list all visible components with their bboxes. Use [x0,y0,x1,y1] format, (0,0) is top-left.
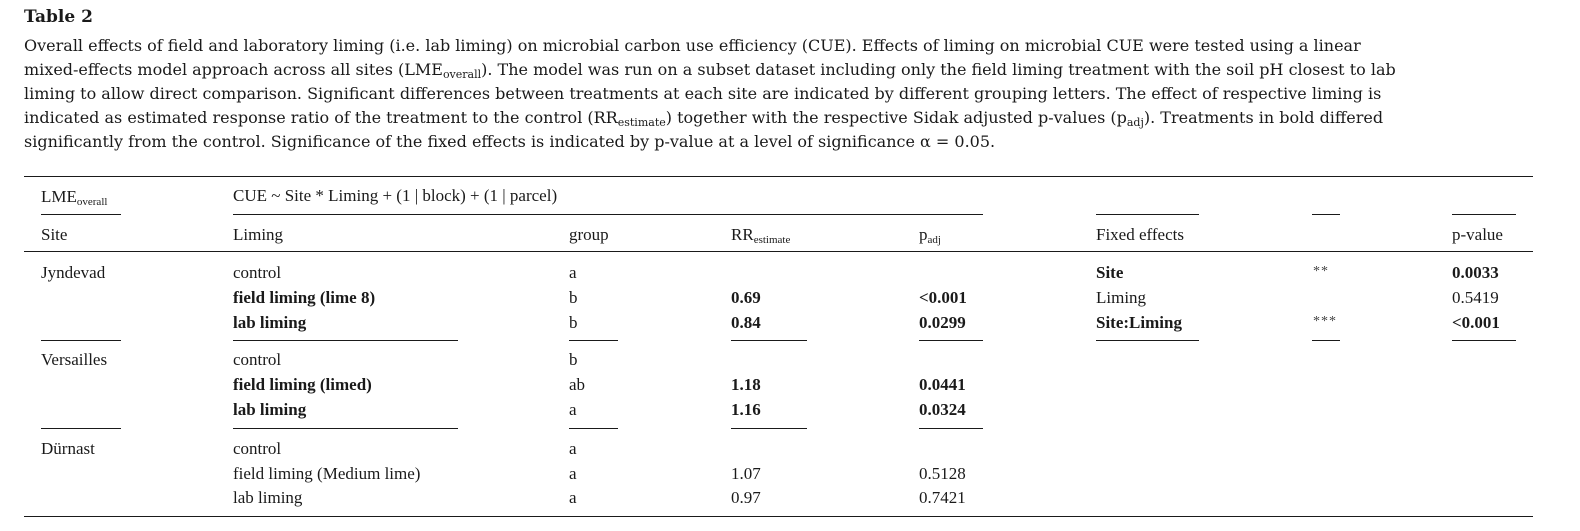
group-rule [41,428,121,429]
group-rule [41,340,121,341]
header-fixed-effects: Fixed effects [1096,225,1184,244]
caption-line-1: Overall effects of field and laboratory … [24,36,1361,55]
table-top-rule [24,176,1533,177]
group-cell: ab [569,375,586,394]
caption-subscript: overall [442,68,482,81]
liming-cell: field liming (Medium lime) [233,464,421,483]
rr-cell: 0.84 [731,313,761,332]
liming-cell: lab liming [233,400,307,419]
group-rule [569,428,618,429]
site-name: Jyndevad [41,263,106,282]
group-cell: a [569,263,577,282]
rr-cell: 0.69 [731,288,761,307]
padj-cell: <0.001 [919,288,967,307]
header-rule [1452,214,1516,215]
group-rule [919,428,983,429]
rr-cell: 0.97 [731,488,761,507]
fixed-effect-pvalue: 0.5419 [1452,288,1499,307]
caption-text: ). Treatments in bold differed [1143,108,1384,127]
caption-line-3: liming to allow direct comparison. Signi… [24,84,1382,103]
liming-cell: control [233,350,282,369]
header-padj-subscript: adj [927,234,941,246]
model-label-subscript: overall [76,196,108,208]
group-rule [1312,340,1340,341]
site-name: Dürnast [41,439,95,458]
caption-line-2: mixed-effects model approach across all … [24,58,1539,82]
caption-subscript: adj [1126,116,1144,129]
fixed-effect-pvalue: <0.001 [1452,313,1500,332]
group-rule [569,340,618,341]
table-bottom-rule [24,516,1533,517]
header-padj: padj [919,225,941,246]
rr-cell: 1.16 [731,400,761,419]
header-rule [233,214,983,215]
padj-cell: 0.5128 [919,464,966,483]
header-padj-text: p [919,225,928,244]
model-label: LMEoverall [41,187,108,208]
liming-cell: control [233,263,282,282]
rr-cell: 1.07 [731,464,761,483]
model-formula: CUE ~ Site * Liming + (1 | block) + (1 |… [233,186,558,205]
liming-cell: control [233,439,282,458]
caption-text: ). The model was run on a subset dataset… [481,60,1396,79]
group-rule [1452,340,1516,341]
caption-text: indicated as estimated response ratio of… [24,108,618,127]
header-group: group [569,225,609,244]
group-rule [233,428,458,429]
caption-line-5: significantly from the control. Signific… [24,132,996,151]
liming-cell: lab liming [233,488,303,507]
rr-cell: 1.18 [731,375,761,394]
group-cell: a [569,400,577,419]
model-label-text: LME [41,187,77,206]
header-rr-subscript: estimate [753,234,791,246]
caption-subscript: estimate [617,116,666,129]
group-cell: b [569,350,578,369]
caption-text: ) together with the respective Sidak adj… [665,108,1127,127]
fixed-effect-pvalue: 0.0033 [1452,263,1499,282]
table-title: Table 2 [24,7,93,27]
header-pvalue: p-value [1452,225,1503,244]
group-rule [1096,340,1199,341]
header-site: Site [41,225,68,244]
fixed-effect-name: Site [1096,263,1124,282]
site-name: Versailles [41,350,108,369]
header-rr: RRestimate [731,225,791,246]
caption-line-4: indicated as estimated response ratio of… [24,106,1539,130]
header-bottom-rule [24,251,1533,252]
liming-cell: field liming (lime 8) [233,288,376,307]
group-cell: b [569,313,578,332]
padj-cell: 0.0441 [919,375,966,394]
padj-cell: 0.7421 [919,488,966,507]
header-rule [1096,214,1199,215]
liming-cell: lab liming [233,313,307,332]
group-rule [919,340,983,341]
group-rule [731,428,807,429]
fixed-effect-name: Liming [1096,288,1147,307]
header-rule [1312,214,1340,215]
header-rr-text: RR [731,225,754,244]
group-cell: b [569,288,578,307]
group-rule [731,340,807,341]
header-rule [41,214,121,215]
group-rule [233,340,458,341]
fixed-effect-name: Site:Liming [1096,313,1182,332]
group-cell: a [569,439,577,458]
significance-stars: ** [1313,264,1329,279]
group-cell: a [569,488,577,507]
liming-cell: field liming (limed) [233,375,372,394]
caption-text: mixed-effects model approach across all … [24,60,443,79]
group-cell: a [569,464,577,483]
significance-stars: *** [1313,314,1337,329]
table-caption: Overall effects of field and laboratory … [24,34,1539,154]
header-liming: Liming [233,225,284,244]
padj-cell: 0.0299 [919,313,966,332]
padj-cell: 0.0324 [919,400,966,419]
